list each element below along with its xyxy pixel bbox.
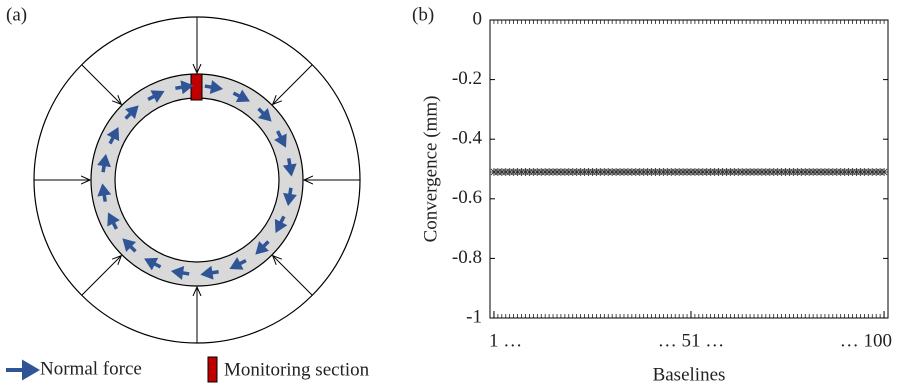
plot-frame: [489, 19, 889, 319]
panel-label: (a): [6, 4, 27, 25]
force-arrow: [144, 257, 162, 271]
force-arrow: [97, 183, 112, 202]
y-tick-label: 0: [473, 8, 483, 29]
force-arrow: [97, 153, 111, 173]
y-tick-label: -0.2: [452, 68, 482, 89]
legend-text: Monitoring section: [224, 359, 370, 380]
star-marker: [880, 167, 889, 176]
load-arrow: [81, 64, 122, 105]
load-arrow: [273, 256, 313, 296]
load-arrow: [81, 256, 122, 296]
load-arrow: [273, 64, 313, 105]
y-tick-label: -0.4: [452, 128, 483, 149]
x-axis-label: Baselines: [653, 364, 726, 385]
diagram: (a) Normal force Monitoring section: [6, 4, 370, 383]
legend-swatch: [207, 356, 218, 383]
monitoring-section: [190, 73, 203, 101]
legend-arrow: [6, 359, 40, 381]
y-tick-label: -0.8: [452, 247, 482, 268]
x-tick-label: 1 …: [489, 330, 522, 351]
force-arrow: [255, 240, 270, 255]
force-arrow: [124, 105, 139, 120]
force-arrow: [283, 187, 297, 207]
chart: (b) Baselines Convergence (mm) 0 -0.2 -0.4…: [412, 4, 892, 385]
force-arrow: [257, 107, 272, 122]
force-arrow: [274, 215, 288, 233]
x-tick-label: … 100: [840, 330, 892, 351]
force-arrow: [122, 238, 137, 253]
y-axis-label: Convergence (mm): [420, 96, 441, 243]
force-arrow: [200, 265, 219, 280]
force-arrow: [204, 80, 224, 94]
force-arrow: [107, 212, 120, 230]
force-arrow: [106, 127, 120, 145]
legend-text: Normal force: [40, 358, 142, 379]
lining-inner: [114, 97, 280, 263]
force-arrow: [282, 158, 297, 177]
y-tick-label: -1: [466, 306, 482, 327]
force-arrow: [175, 80, 194, 95]
force-arrow: [170, 266, 190, 280]
panel-label: (b): [412, 4, 434, 25]
force-arrow: [232, 89, 250, 103]
force-arrow: [229, 257, 247, 270]
force-arrow: [147, 90, 165, 103]
force-arrow: [274, 130, 287, 148]
x-tick-label: … 51 …: [658, 330, 725, 351]
y-tick-label: -0.6: [452, 187, 482, 208]
